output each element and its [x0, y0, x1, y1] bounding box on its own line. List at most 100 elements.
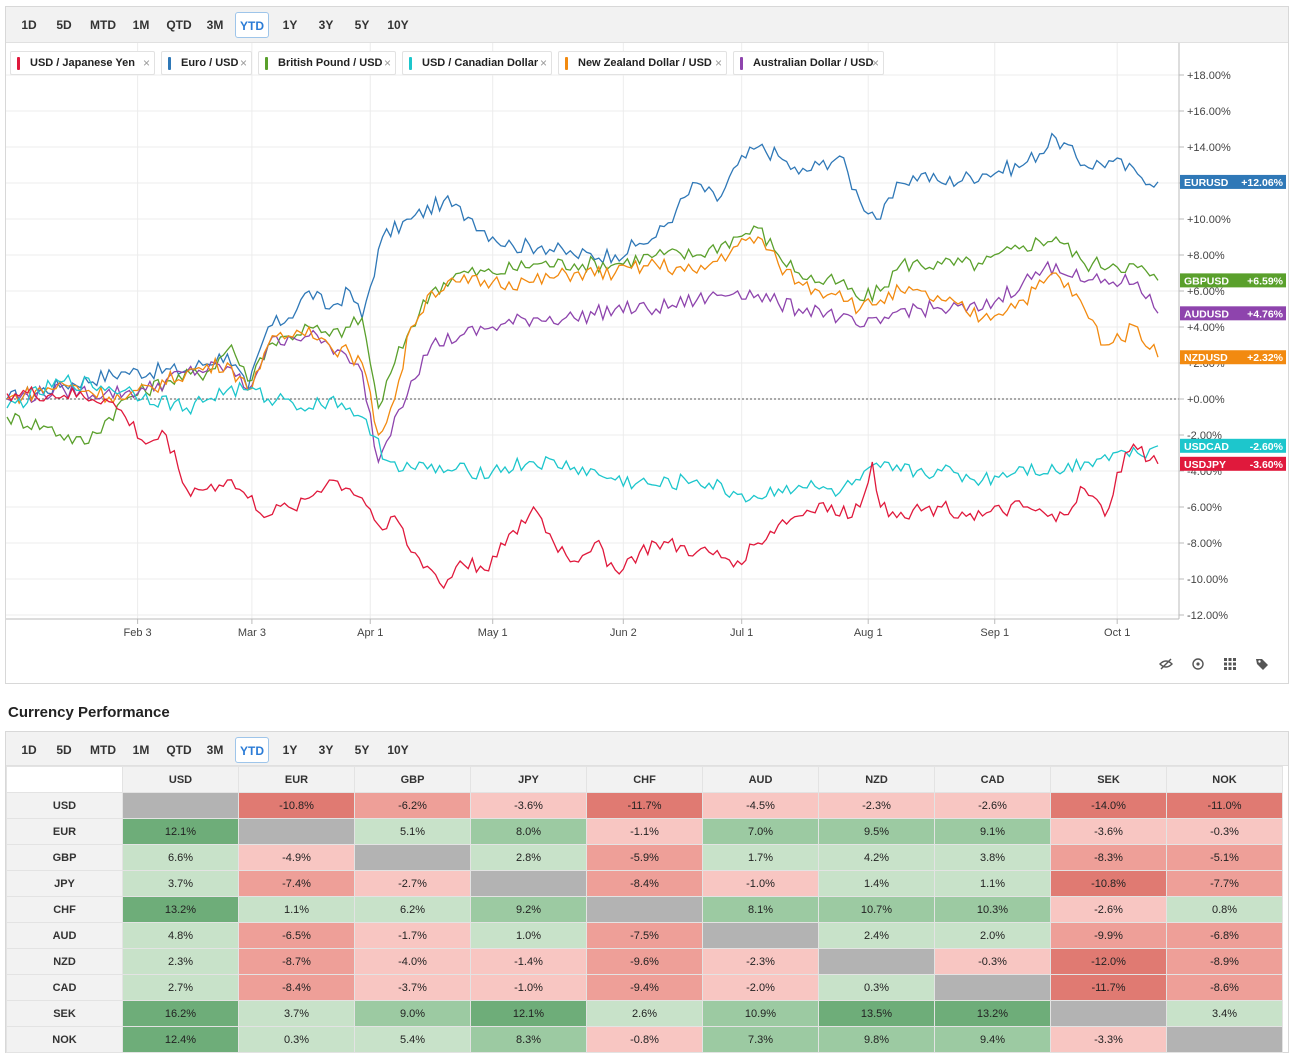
table-cell: 2.8%	[470, 844, 587, 871]
tag-icon[interactable]	[1254, 657, 1270, 673]
range-mtd-button[interactable]: MTD	[90, 18, 116, 32]
range-ytd-button[interactable]: YTD	[235, 12, 269, 38]
legend-item[interactable]: Australian Dollar / USD ×	[733, 51, 884, 75]
hide-icon[interactable]	[1158, 657, 1174, 673]
close-icon[interactable]: ×	[539, 56, 547, 70]
row-header: CAD	[6, 974, 123, 1001]
table-cell: -10.8%	[1050, 870, 1167, 897]
table-cell: -4.5%	[702, 792, 819, 819]
series-badge-gbpusd: GBPUSD +6.59%	[1180, 273, 1286, 288]
badge-name: AUDUSD	[1184, 308, 1229, 320]
table-cell: -2.3%	[818, 792, 935, 819]
table-cell: 2.4%	[818, 922, 935, 949]
range-1y-button[interactable]: 1Y	[282, 743, 298, 757]
row-header: CHF	[6, 896, 123, 923]
table-cell: -2.7%	[354, 870, 471, 897]
table-cell: -7.5%	[586, 922, 703, 949]
table-cell: -14.0%	[1050, 792, 1167, 819]
table-cell	[122, 792, 239, 819]
range-5d-button[interactable]: 5D	[56, 743, 72, 757]
legend-item[interactable]: Euro / USD ×	[161, 51, 252, 75]
table-cell: 1.1%	[238, 896, 355, 923]
legend-item[interactable]: USD / Canadian Dollar ×	[402, 51, 552, 75]
close-icon[interactable]: ×	[871, 56, 879, 70]
range-1y-button[interactable]: 1Y	[282, 18, 298, 32]
table-cell: 9.5%	[818, 818, 935, 845]
range-3y-button[interactable]: 3Y	[318, 743, 334, 757]
performance-table: USD EUR GBP JPY CHF AUD NZD CAD SEK NOK USD -10.8% -…	[6, 766, 1283, 1053]
close-icon[interactable]: ×	[142, 56, 150, 70]
table-cell: 0.3%	[238, 1026, 355, 1053]
table-cell: 7.3%	[702, 1026, 819, 1053]
table-cell: -8.4%	[586, 870, 703, 897]
badge-value: +6.59%	[1247, 275, 1284, 287]
range-10y-button[interactable]: 10Y	[387, 18, 409, 32]
range-3m-button[interactable]: 3M	[206, 18, 224, 32]
row-header: NOK	[6, 1026, 123, 1053]
series-line-usdcad	[6, 373, 1159, 503]
close-icon[interactable]: ×	[714, 56, 722, 70]
reset-icon[interactable]	[1190, 657, 1206, 673]
table-cell: -2.6%	[1050, 896, 1167, 923]
row-header: NZD	[6, 948, 123, 975]
performance-range-bar: 1D 5D MTD 1M QTD 3M YTD 1Y 3Y 5Y 10Y	[6, 732, 1288, 766]
badge-name: USDJPY	[1184, 459, 1226, 471]
legend-item[interactable]: New Zealand Dollar / USD ×	[558, 51, 727, 75]
legend-swatch	[17, 57, 20, 70]
table-cell: -7.4%	[238, 870, 355, 897]
table-cell: 8.1%	[702, 896, 819, 923]
grid-icon[interactable]	[1222, 657, 1238, 673]
close-icon[interactable]: ×	[239, 56, 247, 70]
table-cell: 8.3%	[470, 1026, 587, 1053]
y-tick-label: +10.00%	[1187, 214, 1231, 226]
table-cell: -1.4%	[470, 948, 587, 975]
badge-bg	[1180, 438, 1286, 453]
x-tick-label: Jul 1	[730, 627, 753, 639]
x-tick-label: Mar 3	[238, 627, 266, 639]
column-header: EUR	[238, 766, 355, 793]
legend-label: USD / Japanese Yen	[30, 57, 135, 69]
legend-label: British Pound / USD	[278, 57, 383, 69]
legend-item[interactable]: USD / Japanese Yen ×	[10, 51, 155, 75]
series-line-usdjpy	[6, 385, 1159, 590]
range-ytd-button[interactable]: YTD	[235, 737, 269, 763]
range-3m-button[interactable]: 3M	[206, 743, 224, 757]
range-10y-button[interactable]: 10Y	[387, 743, 409, 757]
legend-item[interactable]: British Pound / USD ×	[258, 51, 396, 75]
table-cell: 13.2%	[122, 896, 239, 923]
table-cell: 1.7%	[702, 844, 819, 871]
close-icon[interactable]: ×	[383, 56, 391, 70]
range-1m-button[interactable]: 1M	[132, 18, 150, 32]
column-header: CHF	[586, 766, 703, 793]
table-cell	[1050, 1000, 1167, 1027]
table-cell: 10.9%	[702, 1000, 819, 1027]
range-qtd-button[interactable]: QTD	[166, 18, 192, 32]
table-cell: -9.6%	[586, 948, 703, 975]
range-1d-button[interactable]: 1D	[21, 743, 37, 757]
table-cell: -4.9%	[238, 844, 355, 871]
x-tick-label: Oct 1	[1104, 627, 1130, 639]
table-cell: 9.4%	[934, 1026, 1051, 1053]
row-header: USD	[6, 792, 123, 819]
table-cell: 12.4%	[122, 1026, 239, 1053]
range-1d-button[interactable]: 1D	[21, 18, 37, 32]
range-1m-button[interactable]: 1M	[132, 743, 150, 757]
range-3y-button[interactable]: 3Y	[318, 18, 334, 32]
x-tick-label: Jun 2	[610, 627, 637, 639]
table-cell: -0.3%	[1166, 818, 1283, 845]
range-qtd-button[interactable]: QTD	[166, 743, 192, 757]
table-row: NZD 2.3% -8.7% -4.0% -1.4% -9.6% -2.3% -0.3% -12…	[6, 948, 1283, 975]
row-header: GBP	[6, 844, 123, 871]
range-5y-button[interactable]: 5Y	[354, 18, 370, 32]
table-cell: -11.7%	[1050, 974, 1167, 1001]
column-header: NOK	[1166, 766, 1283, 793]
row-header: AUD	[6, 922, 123, 949]
range-mtd-button[interactable]: MTD	[90, 743, 116, 757]
range-5y-button[interactable]: 5Y	[354, 743, 370, 757]
table-cell: -9.9%	[1050, 922, 1167, 949]
legend-swatch	[168, 57, 171, 70]
y-tick-label: -6.00%	[1187, 502, 1222, 514]
table-cell: 6.2%	[354, 896, 471, 923]
range-5d-button[interactable]: 5D	[56, 18, 72, 32]
table-row: AUD 4.8% -6.5% -1.7% 1.0% -7.5% 2.4% 2.0% -9.9% -…	[6, 922, 1283, 949]
